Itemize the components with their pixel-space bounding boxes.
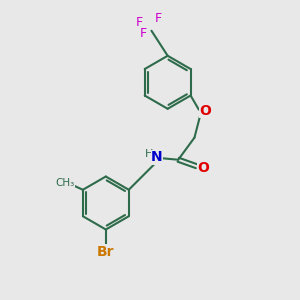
Text: H: H [145,149,153,159]
Text: F: F [136,16,143,29]
Text: Br: Br [97,244,115,259]
Text: O: O [197,161,209,175]
Text: N: N [151,150,163,164]
Text: O: O [199,104,211,118]
Text: F: F [154,12,161,25]
Text: CH₃: CH₃ [56,178,75,188]
Text: F: F [140,27,147,40]
